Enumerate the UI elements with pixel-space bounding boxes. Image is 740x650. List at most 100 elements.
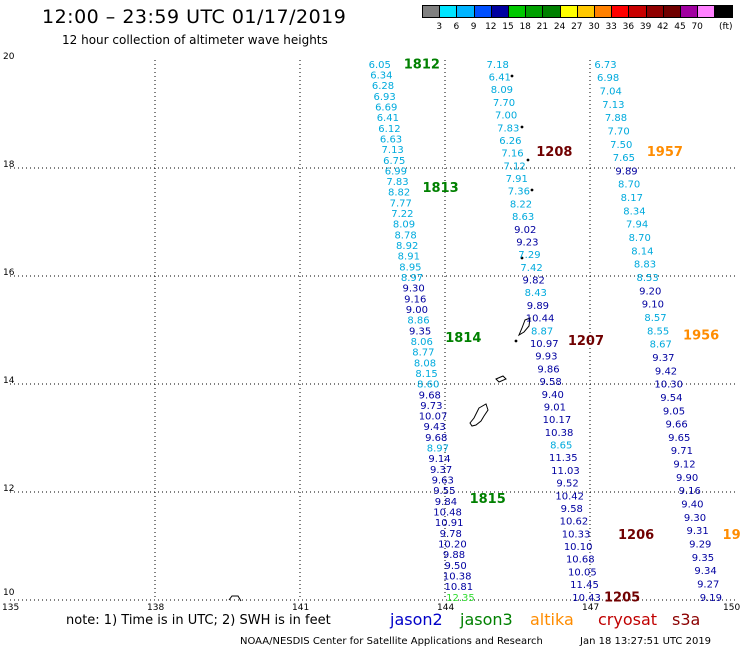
- wave-height-value: 9.65: [668, 433, 690, 444]
- islet: [520, 125, 524, 129]
- wave-height-value: 9.01: [544, 402, 566, 413]
- wave-height-value: 10.05: [568, 567, 597, 578]
- x-tick-label: 141: [292, 603, 310, 613]
- colorbar-label: 39: [639, 22, 652, 32]
- wave-height-value: 8.87: [531, 326, 553, 337]
- wave-height-value: 7.83: [386, 177, 408, 188]
- wave-height-value: 6.93: [373, 92, 395, 103]
- wave-height-value: 10.48: [433, 508, 462, 519]
- colorbar-label: 70: [691, 22, 703, 32]
- wave-height-value: 9.27: [697, 579, 719, 590]
- pass-time-label: 1208: [536, 145, 572, 160]
- legend-jason3: jason3: [460, 610, 513, 629]
- wave-height-value: 9.71: [671, 446, 693, 457]
- wave-height-value: 6.75: [383, 156, 405, 167]
- wave-height-value: 9.05: [663, 406, 685, 417]
- wave-height-value: 8.53: [636, 273, 658, 284]
- wave-height-value: 10.91: [435, 518, 464, 529]
- wave-height-value: 7.18: [487, 60, 509, 71]
- wave-height-value: 9.30: [403, 284, 425, 295]
- wave-height-value: 6.99: [385, 166, 407, 177]
- wave-height-value: 7.12: [503, 161, 525, 172]
- wave-height-value: 10.42: [555, 491, 584, 502]
- wave-height-value: 10.20: [438, 540, 467, 551]
- wave-height-value: 8.57: [644, 313, 666, 324]
- pass-time-label: 1205: [604, 590, 640, 605]
- wave-height-value: 7.04: [600, 86, 622, 97]
- wave-height-value: 9.40: [542, 390, 564, 401]
- wave-height-value: 9.34: [694, 566, 716, 577]
- wave-height-value: 8.15: [415, 369, 437, 380]
- wave-height-value: 7.94: [626, 220, 648, 231]
- wave-height-value: 8.43: [525, 288, 547, 299]
- wave-height-value: 9.68: [425, 433, 447, 444]
- islet: [510, 74, 514, 78]
- wave-height-value: 9.58: [561, 504, 583, 515]
- wave-height-value: 10.33: [562, 529, 591, 540]
- wave-height-value: 7.88: [605, 113, 627, 124]
- wave-height-value: 9.19: [700, 593, 722, 604]
- wave-height-value: 8.06: [411, 337, 433, 348]
- wave-height-value: 8.60: [417, 380, 439, 391]
- wave-height-value: 7.29: [518, 250, 540, 261]
- colorbar-unit: (ft): [719, 22, 733, 32]
- wave-height-value: 11.45: [570, 580, 599, 591]
- wave-height-value: 10.43: [572, 593, 601, 604]
- wave-height-value: 9.10: [642, 300, 664, 311]
- wave-height-value: 9.23: [516, 237, 538, 248]
- y-tick-label: 16: [3, 268, 15, 278]
- pass-time-label: 1956: [683, 328, 719, 343]
- pass-time-label: 1206: [618, 528, 654, 543]
- wave-height-value: 10.17: [543, 415, 572, 426]
- wave-height-value: 9.55: [433, 486, 455, 497]
- y-tick-label: 14: [3, 376, 15, 386]
- wave-height-value: 9.89: [527, 301, 549, 312]
- wave-height-value: 10.68: [566, 555, 595, 566]
- credit-text: NOAA/NESDIS Center for Satellite Applica…: [240, 636, 543, 647]
- colorbar-label: 9: [470, 22, 477, 32]
- wave-height-value: 10.97: [530, 339, 559, 350]
- wave-height-value: 6.26: [499, 136, 521, 147]
- wave-height-value: 7.00: [495, 111, 517, 122]
- wave-height-value: 7.65: [613, 153, 635, 164]
- islet: [514, 339, 518, 343]
- island-rota: [495, 375, 507, 383]
- note-text: note: 1) Time is in UTC; 2) SWH is in fe…: [66, 613, 331, 628]
- wave-height-value: 9.54: [660, 393, 682, 404]
- wave-height-value: 10.44: [526, 314, 555, 325]
- wave-height-value: 9.50: [444, 561, 466, 572]
- colorbar-swatch: [714, 5, 733, 18]
- wave-height-value: 7.13: [382, 145, 404, 156]
- wave-height-value: 8.77: [412, 348, 434, 359]
- wave-height-value: 7.50: [610, 140, 632, 151]
- wave-height-value: 9.40: [681, 500, 703, 511]
- y-tick-label: 18: [3, 160, 15, 170]
- wave-height-value: 11.35: [549, 453, 578, 464]
- y-tick-label: 20: [3, 52, 15, 62]
- wave-height-value: 8.70: [629, 233, 651, 244]
- wave-height-value: 8.95: [399, 262, 421, 273]
- x-tick-label: 135: [2, 603, 20, 613]
- island-saipan: [517, 317, 531, 337]
- wave-height-value: 9.14: [428, 454, 450, 465]
- pass-time-label: 1957: [647, 145, 683, 160]
- wave-height-value: 8.63: [512, 212, 534, 223]
- x-tick-label: 144: [437, 603, 455, 613]
- wave-height-value: 8.82: [388, 188, 410, 199]
- wave-height-value: 9.52: [556, 479, 578, 490]
- wave-height-value: 9.90: [676, 473, 698, 484]
- wave-height-value: 6.12: [378, 124, 400, 135]
- wave-height-value: 8.78: [394, 230, 416, 241]
- x-tick-label: 147: [582, 603, 600, 613]
- colorbar-label: 36: [622, 22, 635, 32]
- wave-height-value: 6.73: [594, 60, 616, 71]
- wave-height-value: 9.58: [539, 377, 561, 388]
- wave-height-value: 9.12: [673, 460, 695, 471]
- wave-height-value: 7.16: [501, 149, 523, 160]
- wave-height-value: 6.98: [597, 73, 619, 84]
- wave-height-value: 8.70: [618, 180, 640, 191]
- islet: [526, 158, 530, 162]
- wave-height-value: 7.70: [493, 98, 515, 109]
- legend-altika: altika: [530, 610, 574, 629]
